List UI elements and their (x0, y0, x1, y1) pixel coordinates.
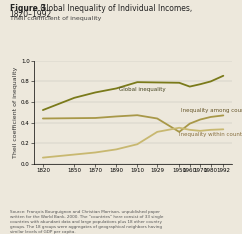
Text: Figure 3.: Figure 3. (10, 4, 48, 12)
Text: 1820–1992: 1820–1992 (10, 10, 52, 19)
Text: Global inequality: Global inequality (120, 87, 166, 92)
Text: Global Inequality of Individual Incomes,: Global Inequality of Individual Incomes, (38, 4, 192, 12)
Text: Inequality within countries: Inequality within countries (179, 132, 242, 137)
Text: Source: François Bourguignon and Christian Morrison, unpublished paper
written f: Source: François Bourguignon and Christi… (10, 210, 163, 234)
Text: Theil coefficient of inequality: Theil coefficient of inequality (10, 16, 101, 21)
Text: Inequality among countries: Inequality among countries (181, 108, 242, 113)
Y-axis label: Theil coefficient of inequality: Theil coefficient of inequality (13, 67, 18, 158)
